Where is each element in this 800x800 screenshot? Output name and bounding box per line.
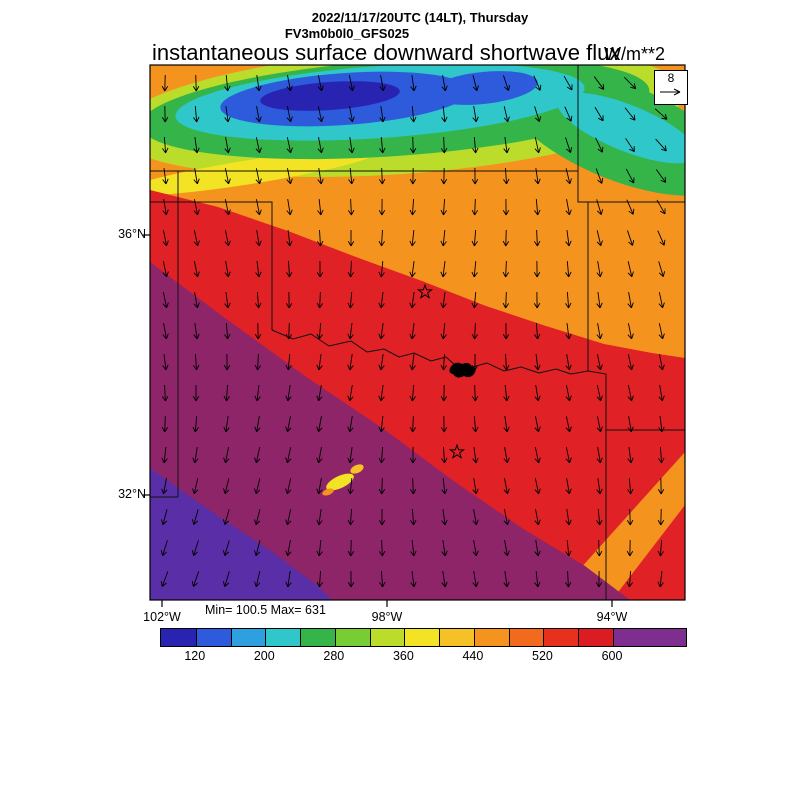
lon-label: 102°W xyxy=(143,610,181,624)
vector-reference-arrow-icon xyxy=(660,88,681,96)
colorbar-segment xyxy=(161,629,196,646)
colorbar-segment xyxy=(578,629,613,646)
units-label: W/m**2 xyxy=(604,44,666,64)
lat-label: 32°N xyxy=(118,487,146,501)
vector-reference-value: 8 xyxy=(667,71,675,85)
lon-label: 98°W xyxy=(371,610,403,624)
model-name-label: FV3m0b0l0_GFS025 xyxy=(284,26,410,41)
colorbar-tick-label: 200 xyxy=(253,649,275,663)
colorbar-segment xyxy=(300,629,335,646)
flux-field xyxy=(150,65,685,600)
colorbar-segment xyxy=(369,629,405,646)
colorbar-segment xyxy=(612,629,686,646)
flux-purple-region xyxy=(150,262,630,600)
colorbar-segment xyxy=(508,629,544,646)
colorbar-segment xyxy=(230,629,266,646)
min-max-label: Min= 100.5 Max= 631 xyxy=(205,603,326,617)
colorbar-tick-label: 280 xyxy=(323,649,345,663)
colorbar-segment xyxy=(439,629,474,646)
colorbar xyxy=(160,628,687,647)
map-frame xyxy=(149,64,686,601)
colorbar-segment xyxy=(404,629,440,646)
flux-bright-spots xyxy=(322,464,364,496)
flux-violet-corner xyxy=(150,468,332,600)
colorbar-segment xyxy=(543,629,579,646)
city-star-icon xyxy=(416,283,466,459)
lon-label: 94°W xyxy=(596,610,628,624)
colorbar-tick-label: 440 xyxy=(462,649,484,663)
colorbar-segment xyxy=(473,629,509,646)
wind-vector-field xyxy=(160,74,668,588)
colorbar-tick-label: 600 xyxy=(601,649,623,663)
vector-reference-box: 8 xyxy=(654,70,688,105)
colorbar-tick-label: 360 xyxy=(392,649,414,663)
cloud-band xyxy=(150,65,685,196)
lake-icon xyxy=(449,362,476,378)
valid-time-label: 2022/11/17/20UTC (14LT), Thursday xyxy=(311,10,529,25)
colorbar-segment xyxy=(195,629,231,646)
colorbar-segment xyxy=(334,629,370,646)
colorbar-tick-label: 120 xyxy=(184,649,206,663)
axis-ticks xyxy=(143,234,613,607)
colorbar-segment xyxy=(265,629,301,646)
state-borders xyxy=(150,65,685,600)
flux-orange-streak xyxy=(552,452,685,600)
plot-title: instantaneous surface downward shortwave… xyxy=(152,40,621,65)
lat-label: 36°N xyxy=(118,227,146,241)
colorbar-tick-label: 520 xyxy=(532,649,553,663)
red-river xyxy=(271,329,589,375)
